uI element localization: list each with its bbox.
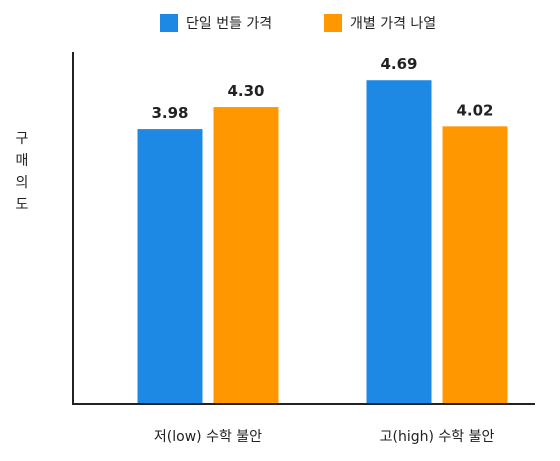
legend-swatch-1 — [324, 14, 342, 32]
value-label-0-0: 3.98 — [151, 104, 188, 122]
bar-0-1 — [213, 107, 279, 403]
value-label-1-0: 4.69 — [380, 55, 417, 73]
bar-0-0 — [137, 129, 203, 404]
y-axis-label-char-0: 구 — [15, 131, 29, 147]
y-axis-label-char-2: 의 — [15, 175, 29, 191]
legend: 단일 번들 가격 개별 가격 나열 — [160, 14, 436, 32]
x-tick-labels-group: 저(low) 수학 불안 고(high) 수학 불안 — [154, 429, 495, 445]
y-axis-label-char-1: 매 — [15, 153, 29, 169]
value-label-0-1: 4.30 — [227, 82, 264, 100]
x-tick-label-0: 저(low) 수학 불안 — [154, 429, 262, 445]
value-labels-group: 3.98 4.30 4.69 4.02 — [151, 55, 493, 122]
bar-1-1 — [442, 126, 508, 404]
x-tick-label-1: 고(high) 수학 불안 — [380, 429, 495, 445]
legend-label-1: 개별 가격 나열 — [350, 16, 436, 32]
bars-group — [137, 80, 508, 404]
legend-swatch-0 — [160, 14, 178, 32]
value-label-1-1: 4.02 — [456, 101, 493, 119]
bar-1-0 — [366, 80, 432, 403]
y-axis-label-char-3: 도 — [15, 197, 29, 213]
legend-label-0: 단일 번들 가격 — [186, 16, 272, 32]
